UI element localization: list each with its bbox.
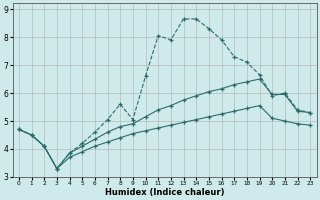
- X-axis label: Humidex (Indice chaleur): Humidex (Indice chaleur): [105, 188, 224, 197]
